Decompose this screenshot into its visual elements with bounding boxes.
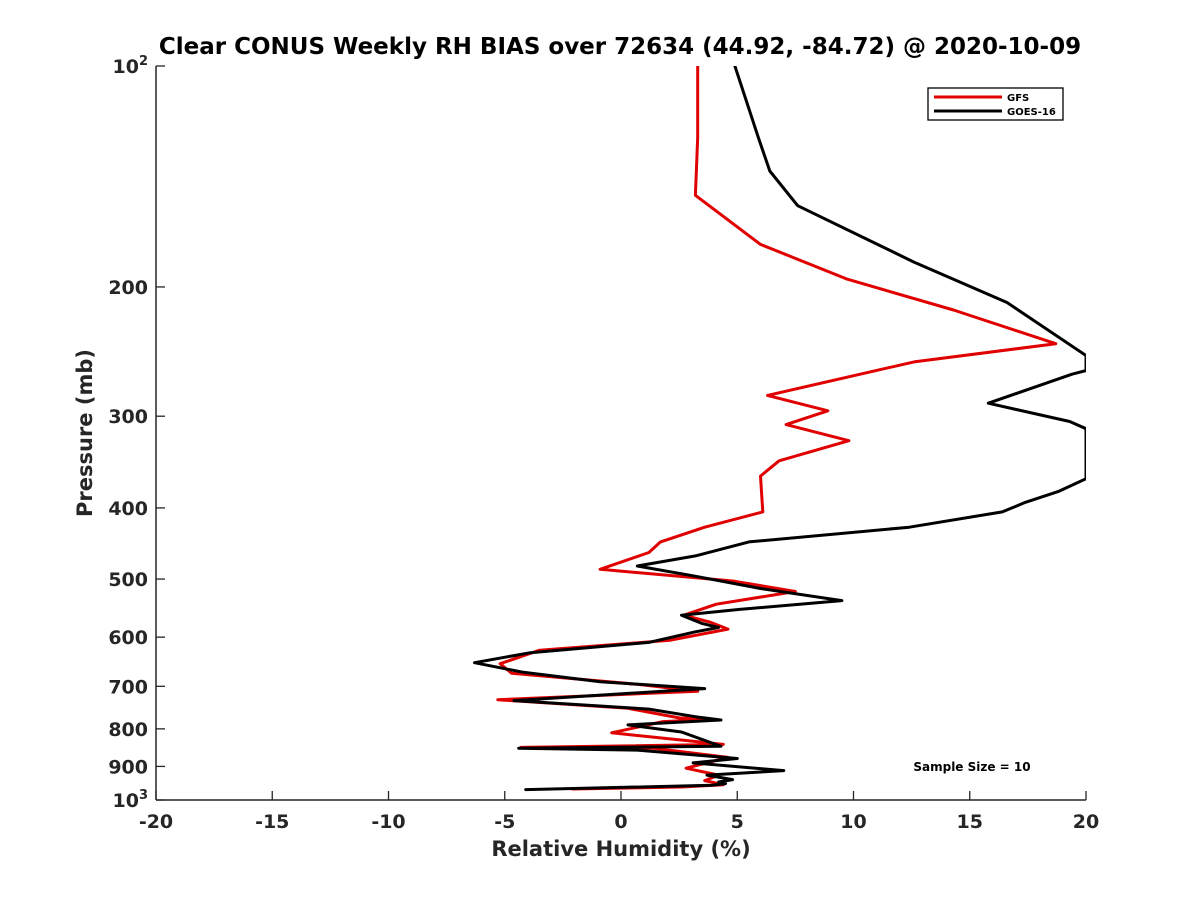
x-tick-label: -5 [494,811,515,833]
y-tick-label: 900 [108,756,148,778]
chart-title: Clear CONUS Weekly RH BIAS over 72634 (4… [159,34,1081,60]
y-tick-label: 103 [113,788,149,812]
y-tick-label: 700 [108,676,148,698]
x-axis-label: Relative Humidity (%) [491,837,750,861]
legend-label-goes16: GOES-16 [1007,107,1056,118]
y-tick-label: 200 [108,277,148,299]
y-tick-label: 600 [108,627,148,649]
legend-box [927,87,1064,121]
x-tick-label: 0 [614,811,627,833]
y-tick-label: 102 [113,54,149,78]
legend: GFS GOES-16 [927,87,1064,121]
sample-size-annotation: Sample Size = 10 [913,760,1030,774]
x-tick-label: 15 [957,811,983,833]
series-line-goes16 [473,66,1086,792]
x-tick-label: 20 [1073,811,1099,833]
x-tick-label: -15 [255,811,289,833]
axes: -20 -15 -10 -5 0 5 10 15 20 102 200 300 400 500 600 700… [108,54,1099,833]
x-tick-label: 5 [731,811,744,833]
y-tick-label: 800 [108,719,148,741]
y-tick-label: 500 [108,569,148,591]
y-tick-label: 300 [108,406,148,428]
x-tick-label: -10 [371,811,405,833]
y-tick-label: 400 [108,498,148,520]
legend-label-gfs: GFS [1007,93,1029,104]
y-axis-label: Pressure (mb) [73,349,97,517]
x-tick-label: 10 [840,811,866,833]
x-tick-label: -20 [139,811,173,833]
series-lines [473,66,1086,792]
